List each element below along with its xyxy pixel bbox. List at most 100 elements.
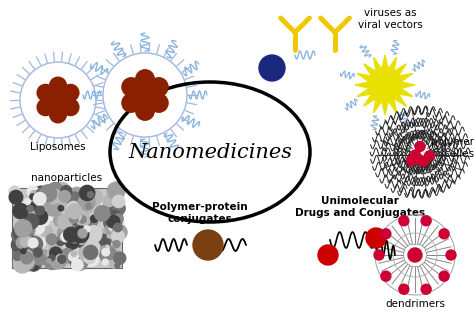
Circle shape <box>21 249 26 254</box>
Circle shape <box>19 214 25 220</box>
Circle shape <box>58 255 66 263</box>
Circle shape <box>76 216 91 230</box>
Circle shape <box>87 192 93 198</box>
Circle shape <box>34 186 48 200</box>
Circle shape <box>61 232 70 241</box>
Circle shape <box>100 238 110 249</box>
Circle shape <box>104 204 117 217</box>
Circle shape <box>27 236 43 252</box>
Circle shape <box>46 234 57 245</box>
Circle shape <box>102 248 109 256</box>
Circle shape <box>109 217 124 233</box>
Circle shape <box>28 238 38 248</box>
Circle shape <box>75 232 87 244</box>
Circle shape <box>94 206 110 221</box>
Circle shape <box>36 250 51 264</box>
Circle shape <box>29 200 37 208</box>
Circle shape <box>57 214 73 230</box>
Circle shape <box>47 182 64 199</box>
Circle shape <box>85 241 100 256</box>
Circle shape <box>46 206 58 217</box>
Circle shape <box>105 214 111 219</box>
Circle shape <box>96 234 110 248</box>
Circle shape <box>33 236 46 248</box>
Circle shape <box>399 284 409 294</box>
Circle shape <box>83 250 99 266</box>
Circle shape <box>101 246 106 251</box>
Circle shape <box>64 220 77 234</box>
Circle shape <box>446 250 456 260</box>
Circle shape <box>15 220 32 237</box>
Circle shape <box>57 226 71 240</box>
Circle shape <box>399 216 409 226</box>
Circle shape <box>93 205 103 216</box>
Circle shape <box>96 208 102 215</box>
Circle shape <box>85 247 94 256</box>
Circle shape <box>40 185 57 202</box>
Circle shape <box>414 154 424 165</box>
Circle shape <box>103 196 114 207</box>
Circle shape <box>64 227 78 242</box>
Circle shape <box>415 141 425 151</box>
Circle shape <box>50 253 66 269</box>
Circle shape <box>91 215 98 222</box>
Circle shape <box>100 246 117 263</box>
Circle shape <box>58 233 66 241</box>
Circle shape <box>381 271 391 281</box>
Circle shape <box>30 194 36 200</box>
Text: nanoparticles: nanoparticles <box>31 173 102 183</box>
Circle shape <box>71 253 88 270</box>
Text: viruses as
viral vectors: viruses as viral vectors <box>357 8 422 30</box>
Circle shape <box>407 156 417 165</box>
Circle shape <box>366 228 386 248</box>
Circle shape <box>57 202 67 212</box>
Circle shape <box>20 252 33 264</box>
Circle shape <box>103 53 187 137</box>
Text: Liposomes: Liposomes <box>30 142 86 152</box>
Circle shape <box>150 94 168 112</box>
Circle shape <box>84 218 91 224</box>
Circle shape <box>34 192 46 205</box>
Circle shape <box>108 216 120 228</box>
Circle shape <box>33 253 45 265</box>
Circle shape <box>72 259 83 271</box>
Circle shape <box>70 255 82 268</box>
Circle shape <box>97 210 102 216</box>
Circle shape <box>110 204 121 214</box>
Circle shape <box>115 263 119 268</box>
Circle shape <box>67 192 82 208</box>
Circle shape <box>65 206 78 218</box>
Circle shape <box>75 203 92 220</box>
Circle shape <box>9 186 20 198</box>
Circle shape <box>408 248 422 262</box>
Circle shape <box>31 189 48 205</box>
Circle shape <box>70 210 81 222</box>
Circle shape <box>38 202 43 207</box>
Circle shape <box>85 231 101 247</box>
Circle shape <box>56 254 65 263</box>
Circle shape <box>26 256 41 271</box>
Circle shape <box>63 215 71 224</box>
Circle shape <box>33 214 48 229</box>
Circle shape <box>37 84 54 101</box>
Circle shape <box>95 247 100 253</box>
Circle shape <box>40 208 54 222</box>
Circle shape <box>46 189 61 204</box>
Circle shape <box>109 260 113 265</box>
Circle shape <box>99 229 113 243</box>
Circle shape <box>421 284 431 294</box>
Circle shape <box>43 200 47 205</box>
Circle shape <box>50 92 66 108</box>
Circle shape <box>61 254 71 264</box>
Circle shape <box>24 208 33 217</box>
Circle shape <box>61 186 72 196</box>
Circle shape <box>21 203 26 207</box>
Circle shape <box>98 208 103 214</box>
Circle shape <box>50 77 66 94</box>
Circle shape <box>62 228 73 239</box>
Circle shape <box>439 271 449 281</box>
Circle shape <box>150 78 168 96</box>
Circle shape <box>98 241 109 252</box>
Circle shape <box>58 206 64 211</box>
Circle shape <box>381 229 391 239</box>
